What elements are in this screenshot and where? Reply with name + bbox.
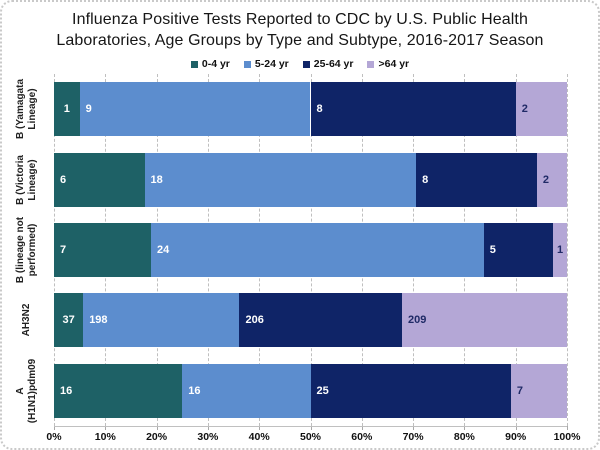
bar-segment: 5 [483,223,554,277]
grid-line [567,74,568,426]
bar-value-label: 24 [157,244,170,256]
legend-item: 25-64 yr [302,58,354,70]
x-tick-label: 90% [505,431,527,443]
bar-value-label: 2 [521,103,528,116]
bar-segment: 7 [510,363,567,418]
legend-label: 25-64 yr [313,58,354,70]
bar-value-label: 8 [422,173,429,186]
bar-segment: 8 [416,152,537,207]
category-label: B (Victoria Lineage) [15,154,38,205]
bar-value-label: 18 [150,173,163,186]
x-tick-mark [310,426,312,430]
bar-value-label: 206 [245,314,264,327]
legend-swatch-icon [243,60,251,68]
bar-value-label: 1 [556,244,564,256]
bar-segment: 198 [83,293,240,348]
bar-segment: 25 [310,363,511,418]
legend-label: >64 yr [378,58,410,70]
bar-value-label: 16 [188,384,201,397]
bar-value-label: 37 [62,314,75,327]
bar-value-label: 209 [408,314,427,327]
legend-item: 0-4 yr [190,58,230,70]
bar-value-label: 6 [60,173,67,186]
x-tick-label: 10% [94,431,116,443]
bar-row: 7 24 5 1 [54,223,567,277]
bar-value-label: 1 [63,103,70,116]
category-label: B (lineage not performed) [15,216,38,284]
x-axis-line [54,426,567,427]
legend-swatch-icon [302,60,310,68]
bar-value-label: 198 [89,314,108,327]
x-tick-mark [567,426,568,430]
bar-segment: 24 [151,223,484,277]
bar-segment: 6 [54,152,145,207]
bar-value-label: 7 [60,244,67,256]
bar-value-label: 25 [316,384,329,397]
bar-segment: 8 [310,82,516,137]
bar-segment: 37 [54,293,84,348]
legend-label: 0-4 yr [201,58,230,70]
x-tick-mark [105,426,107,430]
legend: 0-4 yr 5-24 yr 25-64 yr >64 yr [2,57,598,71]
bar-segment: 18 [144,152,417,207]
bar-segment: 16 [54,363,183,418]
x-tick-label: 50% [299,431,322,443]
category-label: AH3N2 [21,303,33,337]
bar-row: 16 16 25 7 [54,363,567,418]
x-tick-mark [515,426,517,430]
legend-swatch-icon [367,60,375,68]
legend-swatch-icon [190,60,198,68]
category-label: A (H1N1)pdm09 [15,358,38,424]
category-label: B (Yamagata Lineage) [15,79,38,140]
bar-segment: 2 [515,82,567,137]
x-tick-label: 70% [402,431,424,443]
bar-value-label: 16 [60,384,73,397]
x-tick-mark [361,426,363,430]
legend-item: >64 yr [367,58,409,70]
bar-segment: 209 [402,293,567,348]
x-tick-label: 20% [146,431,168,443]
bar-segment: 2 [536,152,567,207]
bar-value-label: 9 [85,103,92,116]
x-tick-mark [207,426,209,430]
x-tick-mark [156,426,158,430]
chart-title: Influenza Positive Tests Reported to CDC… [2,9,598,51]
x-tick-label: 0% [46,431,62,443]
bar-value-label: 5 [489,244,496,256]
bar-segment: 7 [54,223,152,277]
bar-segment: 9 [79,82,311,137]
legend-item: 5-24 yr [243,58,289,70]
x-tick-label: 40% [248,431,270,443]
x-tick-label: 30% [197,431,219,443]
bar-row: 6 18 8 2 [54,152,567,207]
bar-segment: 1 [54,82,80,137]
bar-segment: 1 [553,223,567,277]
x-tick-mark [259,426,261,430]
bar-segment: 206 [239,293,403,348]
x-tick-mark [413,426,415,430]
bar-segment: 16 [182,363,311,418]
x-tick-mark [54,426,55,430]
x-tick-label: 80% [453,431,475,443]
legend-label: 5-24 yr [254,58,289,70]
bar-value-label: 7 [516,384,524,397]
bar-value-label: 2 [542,173,549,186]
bar-row: 37 198 206 209 [54,293,567,348]
x-tick-label: 60% [351,431,373,443]
bar-value-label: 8 [316,103,323,116]
chart-title-line-1: Influenza Positive Tests Reported to CDC… [72,11,528,28]
x-tick-mark [464,426,466,430]
x-tick-label: 100% [553,431,581,443]
chart-title-line-2: Laboratories, Age Groups by Type and Sub… [56,32,544,50]
